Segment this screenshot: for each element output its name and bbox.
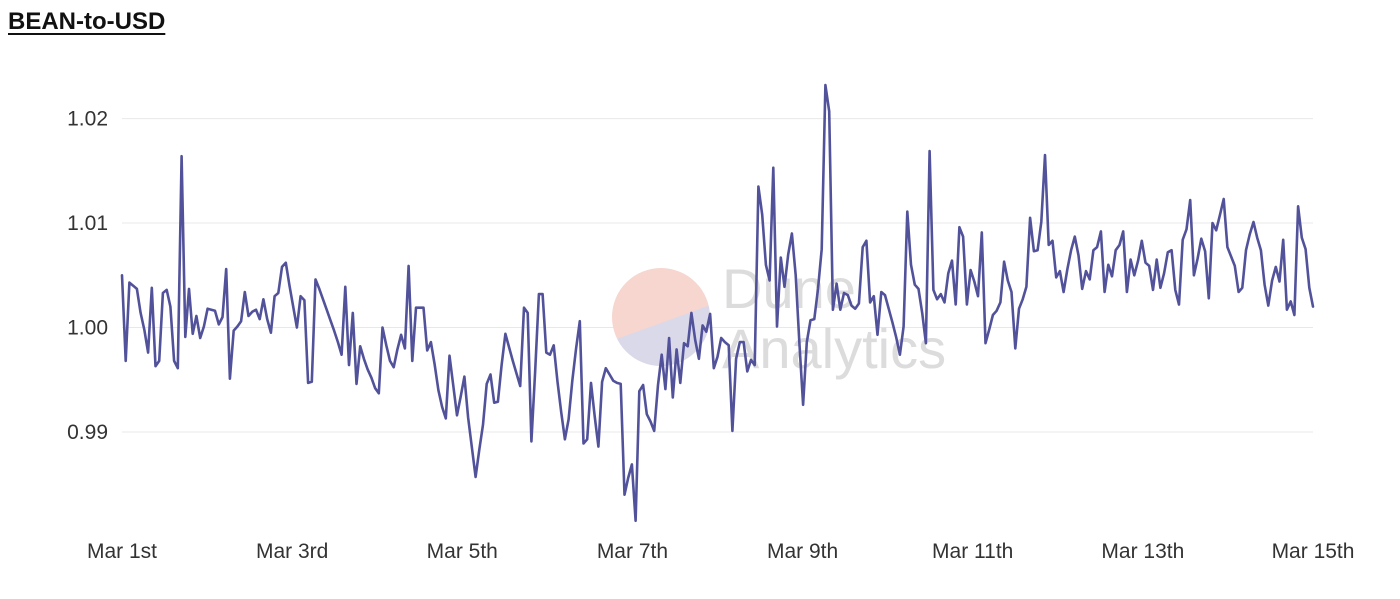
series-layer	[120, 83, 1315, 523]
x-tick-label: Mar 9th	[767, 540, 838, 563]
y-tick-label: 1.02	[67, 108, 108, 131]
y-tick-label: 1.00	[67, 317, 108, 340]
series-line	[120, 83, 1315, 523]
x-tick-label: Mar 7th	[597, 540, 668, 563]
y-axis: 0.99 1.00 1.01 1.02	[67, 108, 108, 444]
x-tick-label: Mar 13th	[1101, 540, 1184, 563]
x-tick-label: Mar 3rd	[256, 540, 328, 563]
x-tick-label: Mar 11th	[932, 540, 1013, 563]
x-tick-label: Mar 1st	[87, 540, 157, 563]
x-tick-label: Mar 15th	[1272, 540, 1355, 563]
y-tick-label: 0.99	[67, 421, 108, 444]
x-axis: Mar 1st Mar 3rd Mar 5th Mar 7th Mar 9th Mar 1…	[87, 540, 1354, 563]
chart-title: BEAN-to-USD	[8, 8, 166, 35]
x-tick-label: Mar 5th	[427, 540, 498, 563]
y-tick-label: 1.01	[67, 212, 108, 235]
watermark-line-2: Analytics	[722, 317, 946, 380]
grid-lines	[122, 118, 1313, 433]
dune-analytics-watermark: Dune Analytics	[612, 257, 946, 380]
dune-logo-icon	[612, 268, 710, 366]
